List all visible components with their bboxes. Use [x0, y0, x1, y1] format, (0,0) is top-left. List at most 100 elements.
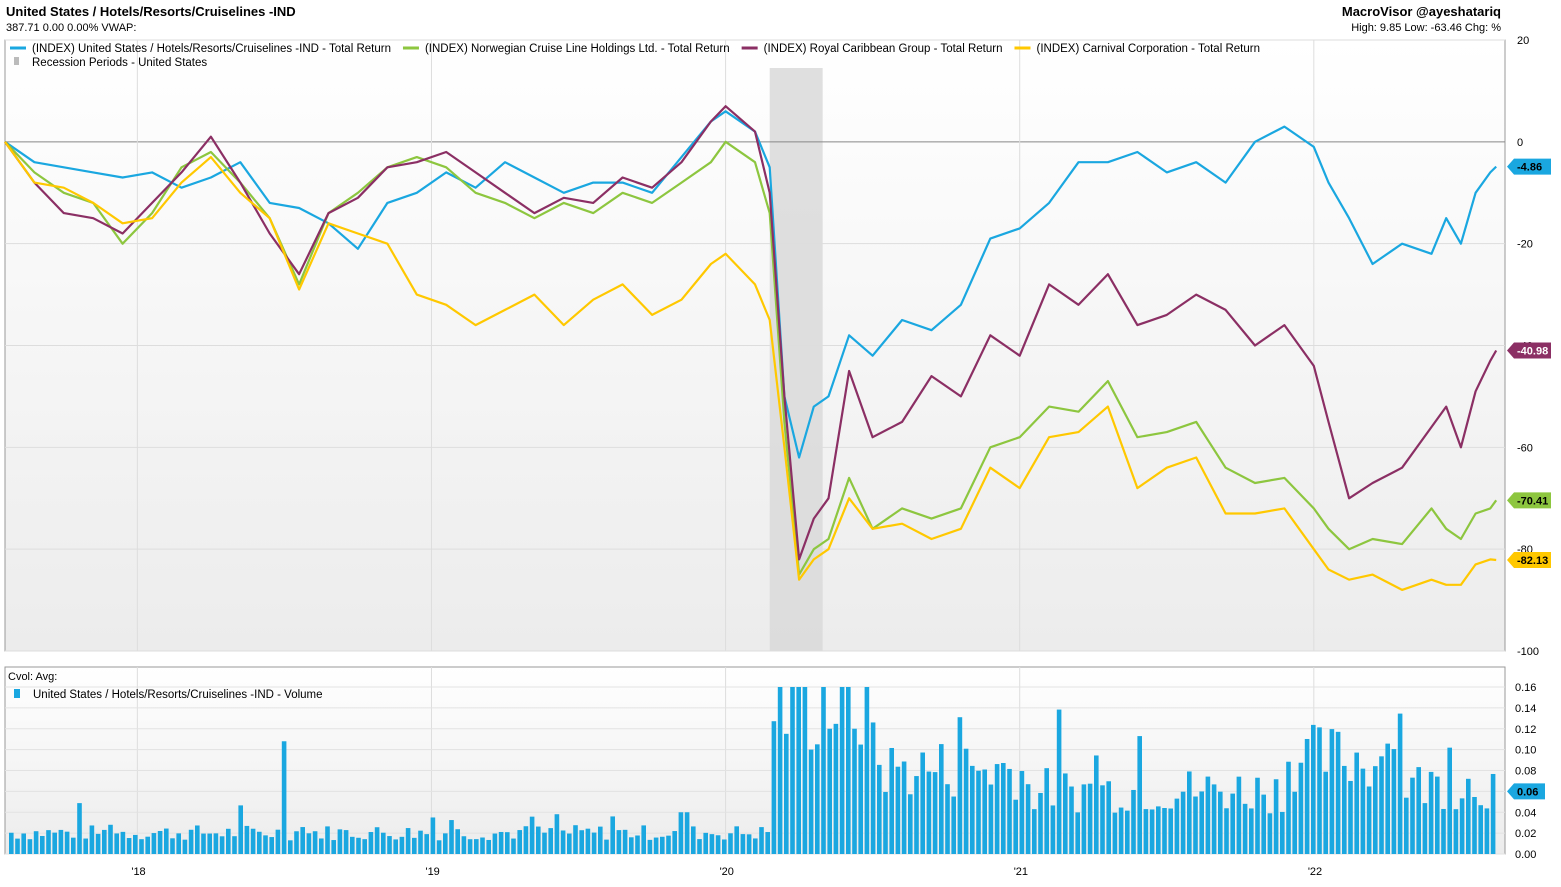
volume-bar	[461, 836, 467, 854]
volume-bar	[815, 744, 820, 854]
volume-bar	[777, 687, 783, 854]
volume-bar	[920, 752, 925, 854]
volume-bar	[288, 840, 293, 854]
volume-bar	[455, 829, 460, 854]
volume-bar	[926, 771, 932, 854]
volume-bar	[511, 838, 516, 854]
volume-bar	[498, 831, 504, 854]
volume-bar	[901, 761, 907, 854]
volume-bar	[976, 770, 981, 854]
volume-bar	[1360, 768, 1366, 854]
volume-bar	[1404, 797, 1409, 854]
volume-bar	[201, 833, 206, 854]
last-value-tag	[1507, 158, 1551, 175]
volume-bar	[1069, 786, 1074, 854]
volume-bar	[1435, 776, 1440, 854]
volume-bar	[715, 835, 721, 854]
y-tick-label: -100	[1517, 646, 1539, 658]
volume-bar	[1100, 785, 1105, 854]
volume-bar	[219, 836, 225, 854]
volume-bar	[1143, 809, 1149, 854]
volume-bar	[622, 829, 628, 854]
volume-bar	[1106, 781, 1111, 854]
volume-bar	[598, 826, 603, 854]
volume-bar	[1441, 808, 1446, 854]
volume-bar	[436, 840, 442, 854]
volume-bar	[666, 835, 671, 854]
volume-bar	[443, 833, 448, 854]
volume-bar	[784, 733, 789, 854]
legend-label: (INDEX) Carnival Corporation - Total Ret…	[1036, 43, 1259, 55]
volume-bar	[1187, 771, 1192, 854]
volume-bar	[232, 836, 237, 854]
volume-bar	[1007, 768, 1012, 854]
volume-bar	[126, 838, 132, 854]
volume-bar	[1323, 771, 1328, 854]
volume-bar	[71, 837, 76, 854]
volume-bar	[1416, 767, 1421, 854]
volume-bar	[703, 832, 708, 854]
volume-bar	[1056, 709, 1062, 854]
chart-author: MacroVisor @ayeshatariq	[1341, 4, 1501, 19]
volume-bar	[591, 832, 597, 854]
volume-bar	[1304, 738, 1310, 854]
volume-bar	[951, 796, 956, 854]
y-tick-label: 20	[1517, 35, 1529, 47]
volume-bar	[89, 825, 95, 854]
volume-bar	[275, 829, 281, 854]
volume-bar	[58, 829, 64, 854]
volume-bar	[684, 812, 690, 854]
volume-bar	[269, 837, 274, 854]
volume-bar	[1484, 808, 1490, 854]
volume-bar	[1013, 799, 1018, 854]
volume-bar	[505, 832, 510, 854]
volume-bar	[604, 839, 609, 854]
x-tick-label: '19	[425, 866, 439, 878]
chart-title: United States / Hotels/Resorts/Cruiselin…	[6, 4, 296, 19]
legend-label: (INDEX) Norwegian Cruise Line Holdings L…	[425, 43, 730, 55]
series-line-ccl	[4, 141, 1497, 591]
y-tick-label: -60	[1517, 442, 1533, 454]
volume-last-label: 0.06	[1517, 786, 1538, 798]
volume-bar	[474, 839, 479, 854]
volume-bar	[697, 839, 702, 854]
volume-bar	[585, 828, 591, 854]
volume-bar	[188, 829, 194, 854]
volume-bar	[319, 838, 324, 854]
volume-bar	[1019, 771, 1025, 854]
volume-bar	[753, 838, 758, 854]
volume-bar	[889, 747, 894, 854]
volume-bar	[424, 834, 429, 854]
volume-bar	[95, 833, 101, 854]
last-value-tag	[1507, 342, 1551, 359]
volume-bar	[790, 687, 795, 854]
volume-bar	[1490, 773, 1496, 854]
volume-bar	[325, 826, 330, 854]
volume-bar	[164, 828, 169, 854]
volume-bar	[399, 836, 405, 854]
volume-bar	[374, 827, 380, 854]
vol-tick-label: 0.12	[1515, 724, 1536, 736]
volume-bar	[467, 839, 473, 854]
volume-bar	[1280, 811, 1285, 854]
last-value-label: -82.13	[1517, 555, 1548, 567]
vol-tick-label: 0.00	[1515, 849, 1536, 861]
volume-bar	[1137, 736, 1142, 854]
volume-bar	[1410, 777, 1415, 854]
volume-bar	[1205, 776, 1211, 854]
volume-bar	[151, 833, 157, 854]
volume-bar	[982, 769, 987, 854]
volume-bar	[852, 728, 857, 854]
volume-bar	[895, 766, 901, 854]
volume-bar	[1261, 794, 1266, 854]
volume-bar	[1342, 765, 1347, 854]
volume-bar	[306, 833, 312, 854]
volume-bar	[102, 829, 107, 854]
volume-bar	[808, 749, 814, 854]
volume-bar	[1224, 808, 1229, 854]
volume-bar	[914, 776, 919, 854]
volume-bar	[133, 834, 138, 854]
volume-bar	[1180, 791, 1186, 854]
volume-bar	[1472, 797, 1477, 854]
